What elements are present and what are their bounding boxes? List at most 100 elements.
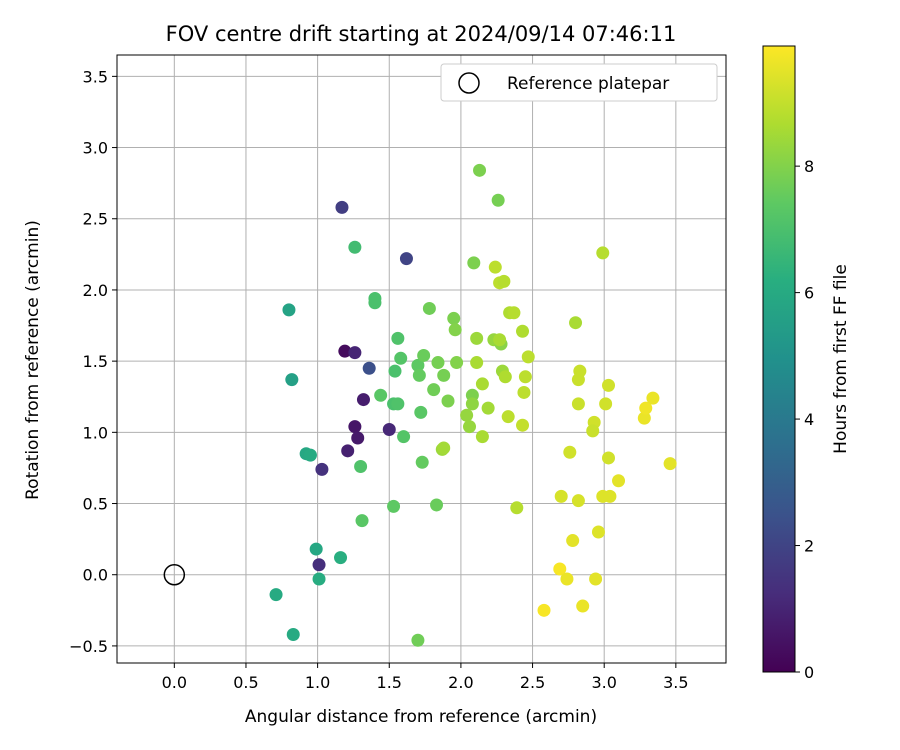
legend-box <box>440 63 718 102</box>
data-point <box>571 494 585 508</box>
y-axis-label: Rotation from reference (arcmin) <box>23 220 43 500</box>
data-point <box>553 562 567 576</box>
colorbar-label: Hours from first FF file <box>831 264 851 454</box>
y-tick-label: 2.0 <box>83 281 108 300</box>
data-point <box>341 444 355 458</box>
reference-platepar-marker <box>163 563 186 586</box>
data-point <box>470 331 484 345</box>
colorbar-tick-label: 2 <box>804 537 814 556</box>
data-point <box>309 542 323 556</box>
data-point <box>417 348 431 362</box>
data-point <box>382 422 396 436</box>
data-point <box>315 462 329 476</box>
data-point <box>554 489 568 503</box>
data-point <box>450 356 464 370</box>
data-point <box>663 457 677 471</box>
data-point <box>437 368 451 382</box>
data-point <box>374 388 388 402</box>
x-tick-label: 0.5 <box>233 673 258 692</box>
data-point <box>571 373 585 387</box>
data-point <box>368 296 382 310</box>
y-tick-label: 0.5 <box>83 495 108 514</box>
x-tick-label: 2.0 <box>448 673 473 692</box>
x-tick-label: 0.0 <box>162 673 187 692</box>
data-point <box>387 499 401 513</box>
data-point <box>312 572 326 586</box>
data-point <box>491 193 505 207</box>
data-point <box>388 364 402 378</box>
data-point <box>639 401 653 415</box>
data-point <box>603 489 617 503</box>
data-point <box>601 451 615 465</box>
data-point <box>467 256 481 270</box>
data-point <box>599 397 613 411</box>
data-point <box>517 385 531 399</box>
data-point <box>463 420 477 434</box>
data-point <box>397 430 411 444</box>
data-point <box>430 498 444 512</box>
data-point <box>501 410 515 424</box>
reference-marker <box>163 563 186 586</box>
data-point <box>414 405 428 419</box>
y-tick-label: 2.5 <box>83 210 108 229</box>
data-point <box>601 378 615 392</box>
data-point <box>518 370 532 384</box>
data-point <box>497 274 511 288</box>
data-point <box>637 411 651 425</box>
data-point <box>498 370 512 384</box>
y-tick-label: 1.5 <box>83 352 108 371</box>
data-point <box>589 572 603 586</box>
data-point <box>473 163 487 177</box>
data-point <box>612 474 626 488</box>
x-tick-label: 3.5 <box>663 673 688 692</box>
colorbar-tick-label: 6 <box>804 284 814 303</box>
data-point <box>437 441 451 455</box>
data-point <box>412 368 426 382</box>
data-point <box>646 391 660 405</box>
data-point <box>441 394 455 408</box>
data-point <box>394 351 408 365</box>
data-point <box>338 344 352 358</box>
data-point <box>475 430 489 444</box>
plot-frame <box>116 54 727 664</box>
data-point <box>335 200 349 214</box>
data-point <box>488 260 502 274</box>
colorbar-tick-label: 4 <box>804 410 814 429</box>
data-point <box>576 599 590 613</box>
x-axis-label: Angular distance from reference (arcmin) <box>245 707 597 727</box>
data-point <box>460 408 474 422</box>
colorbar: 0 2 4 6 8 Hours from first FF file <box>762 45 851 682</box>
data-point <box>481 401 495 415</box>
colorbar-tick-label: 8 <box>804 157 814 176</box>
data-point <box>560 572 574 586</box>
legend: Reference platepar <box>440 63 718 102</box>
x-tick-label: 3.0 <box>591 673 616 692</box>
data-point <box>354 460 368 474</box>
data-point <box>465 397 479 411</box>
data-point <box>507 306 521 320</box>
data-point <box>427 383 441 397</box>
data-point <box>470 356 484 370</box>
data-point <box>269 588 283 602</box>
data-point <box>303 448 317 462</box>
x-tick-label: 2.5 <box>520 673 545 692</box>
data-point <box>571 397 585 411</box>
colorbar-ticks: 0 2 4 6 8 <box>795 157 814 682</box>
legend-entry-reference-platepar: Reference platepar <box>507 74 669 94</box>
y-axis-ticks: −0.5 0.0 0.5 1.0 1.5 2.0 2.5 3.0 3.5 <box>69 67 117 656</box>
data-points <box>269 163 677 647</box>
grid-lines <box>117 55 726 663</box>
data-point <box>282 303 296 317</box>
colorbar-gradient <box>762 45 796 673</box>
x-tick-label: 1.0 <box>305 673 330 692</box>
data-point <box>516 324 530 338</box>
y-tick-label: −0.5 <box>69 637 108 656</box>
data-point <box>355 514 369 528</box>
data-point <box>391 331 405 345</box>
y-tick-label: 1.0 <box>83 423 108 442</box>
data-point <box>362 361 376 375</box>
y-tick-label: 3.0 <box>83 139 108 158</box>
data-point <box>591 525 605 539</box>
data-point <box>312 558 326 572</box>
